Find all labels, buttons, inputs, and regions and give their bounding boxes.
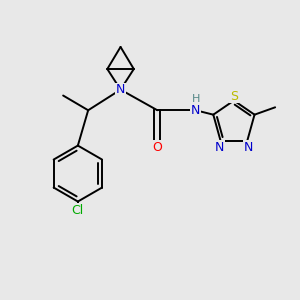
Text: O: O <box>152 141 162 154</box>
Text: N: N <box>116 83 125 96</box>
Text: N: N <box>214 141 224 154</box>
Text: H: H <box>191 94 200 104</box>
Text: Cl: Cl <box>72 204 84 217</box>
Text: N: N <box>244 141 253 154</box>
Text: S: S <box>230 90 238 103</box>
Text: N: N <box>191 104 200 117</box>
